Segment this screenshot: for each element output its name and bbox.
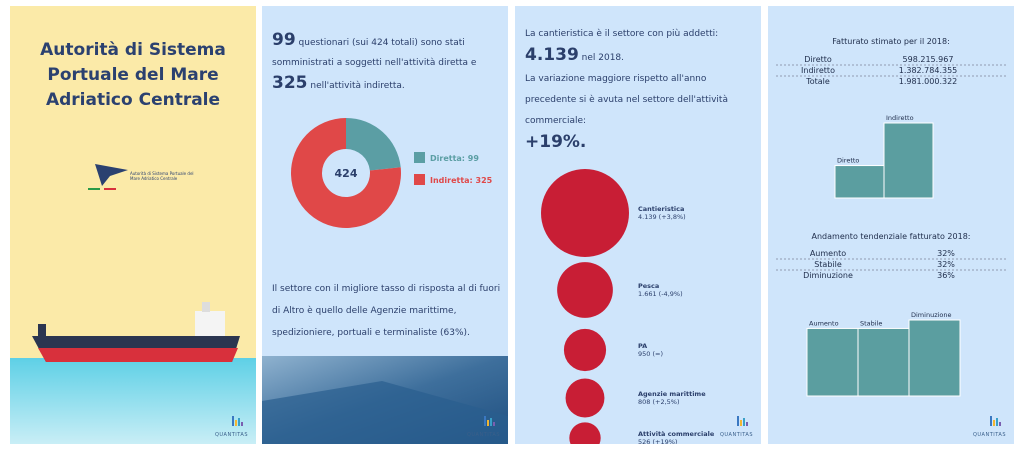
logo-stripe [104,188,116,190]
bar [834,165,885,199]
legend-label: Diretta: 99 [430,154,479,163]
cover-art [10,164,256,444]
logo-bar [743,418,745,426]
row-value: 598.215.967 [903,55,954,64]
bubble-value: 4.139 (+3,8%) [638,213,686,221]
survey-panel: Diretta: 99 Indiretta: 325 424 99 question… [262,6,508,444]
quantitas-logo: QUANTITAS [466,432,500,438]
bar-label: Stabile [860,319,882,327]
legend-swatch [414,152,425,163]
logo-bar [737,416,739,426]
legend-swatch [414,174,425,185]
bar [908,319,961,397]
row-name: Stabile [814,260,842,269]
quantitas-logo: QUANTITAS [972,432,1006,438]
revenue-panel: Fatturato stimato per il 2018: Diretto 598… [768,6,1014,444]
bubble-name: Attività commerciale [638,430,715,438]
logo-bar [238,418,240,426]
logo-bar [990,416,992,426]
donut-total: 424 [335,167,358,180]
row-value: 1.382.784.355 [899,66,958,75]
bar-label: Diminuzione [911,311,952,319]
bar-label: Indiretto [886,114,914,122]
table-title: Fatturato stimato per il 2018: [832,37,950,46]
logo-bar [740,420,742,426]
table-title: Andamento tendenziale fatturato 2018: [812,232,971,241]
bubble [569,422,601,444]
bow [38,324,46,338]
num: 99 [272,30,296,50]
logo-bar [493,422,495,426]
bubble-name: Cantieristica [638,205,684,213]
logo-bar [746,422,748,426]
survey-art: Diretta: 99 Indiretta: 325 424 [262,118,508,444]
num: 4.139 [525,45,579,65]
row-name: Diminuzione [803,271,853,280]
num: 325 [272,73,308,93]
employees-intro: La cantieristica è il settore con più ad… [525,24,755,156]
cover-title: Autorità di Sistema Portuale del Mare Ad… [40,40,226,110]
logo-stripe [88,188,100,190]
bubble-name: PA [638,342,647,350]
mast [202,302,210,312]
text: La cantieristica è il settore con più ad… [525,29,719,39]
bubble-name: Agenzie marittime [638,390,706,398]
hull [38,348,238,362]
row-name: Totale [805,77,830,86]
logo-bar [996,418,998,426]
bubble-value: 526 (+19%) [638,438,677,444]
bubble [557,262,613,318]
revenue-charts: Fatturato stimato per il 2018:Diretto 598… [776,37,1006,426]
donut-slice [291,118,401,228]
bubble-name: Pesca [638,282,659,290]
survey-note: Il settore con il migliore tasso di risp… [272,284,501,338]
logo-bar [993,420,995,426]
row-name: Diretto [804,55,832,64]
quantitas-logo: QUANTITAS [719,432,753,438]
text: nel 2018. [578,53,625,63]
bar [806,327,859,397]
bar [857,327,910,397]
bubble [565,378,605,418]
employees-panel: Cantieristica 4.139 (+3,8%) Pesca 1.661 (-4… [515,6,761,444]
text: questionari (sui 424 totali) sono stati … [272,38,477,68]
legend-label: Indiretta: 325 [430,176,493,185]
row-name: Indiretto [801,66,835,75]
num: +19%. [525,132,587,152]
bar-label: Diretto [837,157,859,165]
text: nell'attività indiretta. [307,81,405,91]
survey-intro: 99 questionari (sui 424 totali) sono sta… [272,30,502,96]
harbor-water [262,381,508,444]
row-value: 1.981.000.322 [899,77,958,86]
bubble [563,328,607,372]
row-value: 32% [937,249,955,258]
bubble [541,169,629,257]
text: La variazione maggiore rispetto all'anno… [525,74,728,126]
logo-bar [490,418,492,426]
cover-panel: Autorità di Sistema Portuale del Mare Ad… [10,6,256,444]
logo-bar [232,416,234,426]
logo-bar [999,422,1001,426]
bar-label: Aumento [809,319,839,327]
row-name: Aumento [810,249,846,258]
logo-bar [241,422,243,426]
logo-bar [235,420,237,426]
quantitas-logo: QUANTITAS [214,432,248,438]
bubble-value: 1.661 (-4,9%) [638,290,683,298]
bar [883,122,934,199]
bubble-value: 808 (+2,5%) [638,398,680,406]
logo-mark [95,164,128,186]
logo-bar [487,420,489,426]
row-value: 32% [937,260,955,269]
donut-slice [346,118,401,171]
logo-bar [484,416,486,426]
logo-text: Autorità di Sistema Portuale del Mare Ad… [130,171,194,181]
bridge [195,311,225,336]
sea [10,358,256,444]
bubble-value: 950 (=) [638,350,663,358]
row-value: 36% [937,271,955,280]
